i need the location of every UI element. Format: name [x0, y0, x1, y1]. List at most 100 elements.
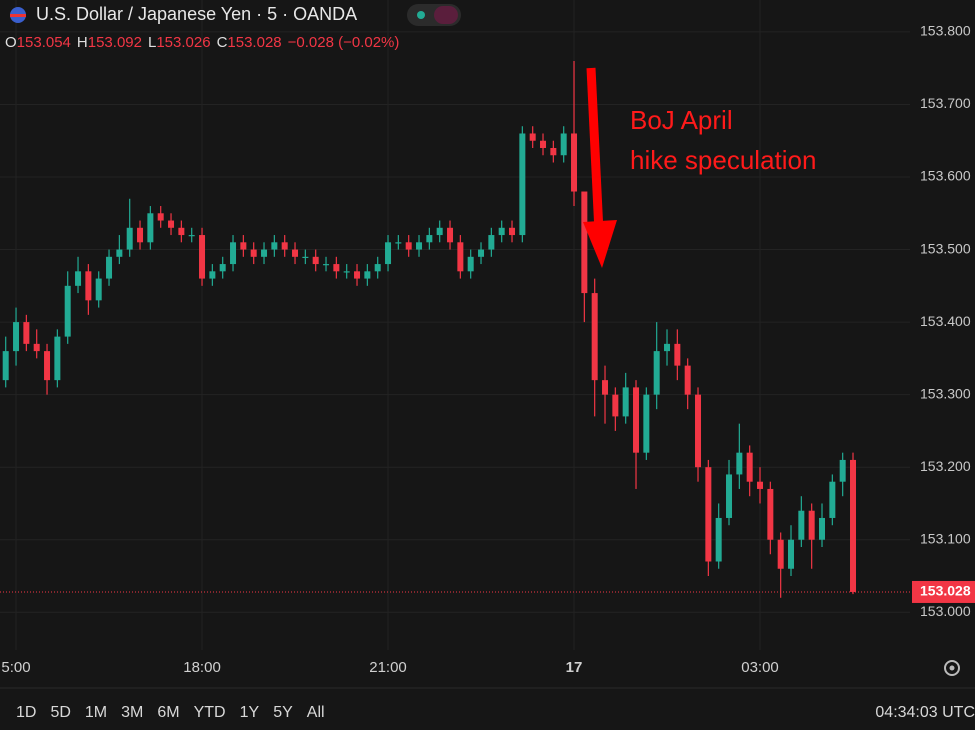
candle-body: [674, 343, 681, 366]
range-button[interactable]: 1D: [16, 704, 36, 721]
candle-body: [819, 517, 826, 540]
candle-body: [602, 380, 609, 395]
candle-body: [467, 256, 474, 272]
candle-body: [178, 227, 185, 236]
y-tick-label: 153.200: [920, 458, 971, 474]
candle-body: [2, 351, 9, 381]
candle-body: [622, 387, 629, 417]
range-button[interactable]: YTD: [194, 704, 226, 721]
x-tick-label: 5:00: [1, 659, 30, 676]
candle-body: [488, 235, 495, 250]
candle-body: [354, 271, 361, 279]
candle-body: [44, 351, 51, 381]
candle-body: [95, 278, 102, 301]
range-button[interactable]: 1M: [85, 704, 107, 721]
candle-body: [478, 249, 485, 257]
candle-body: [643, 394, 650, 453]
candle-body: [116, 249, 123, 257]
last-price-label: 153.028: [920, 583, 971, 599]
y-tick-label: 153.500: [920, 240, 971, 256]
range-button[interactable]: 1Y: [240, 704, 260, 721]
candle-body: [715, 517, 722, 562]
candle-body: [209, 271, 216, 279]
ohlc-value: 153.026: [156, 34, 210, 51]
status-icon: [434, 6, 458, 24]
candle-body: [695, 394, 702, 468]
candle-body: [436, 227, 443, 236]
candle-body: [85, 271, 92, 301]
candle-body: [33, 343, 40, 352]
annotation: BoJ April: [630, 105, 733, 135]
annotation: hike speculation: [630, 145, 816, 175]
candle-body: [54, 336, 61, 381]
candle-body: [271, 242, 278, 250]
ohlc-label: H: [77, 34, 88, 51]
candle-body: [343, 271, 350, 273]
candle-body: [219, 264, 226, 272]
candle-body: [581, 191, 588, 294]
candle-body: [168, 220, 175, 228]
candle-body: [808, 510, 815, 540]
candle-body: [250, 249, 257, 257]
candle-body: [106, 256, 113, 279]
ohlc-legend: O 153.054 H 153.092 L 153.026 C 153.028 −0.028 (…: [5, 34, 399, 51]
candle-body: [323, 264, 330, 266]
candle-body: [447, 227, 454, 243]
candle-body: [653, 351, 660, 395]
candle-body: [457, 242, 464, 272]
candle-body: [75, 271, 82, 286]
settings-icon-center: [949, 665, 955, 671]
ohlc-change: −0.028 (−0.02%): [288, 34, 400, 51]
candle-body: [736, 452, 743, 475]
candle-body: [684, 365, 691, 395]
candle-body: [137, 227, 144, 243]
candle-body: [591, 293, 598, 381]
range-button[interactable]: 6M: [157, 704, 179, 721]
candle-body: [240, 242, 247, 250]
annotation-arrowhead: [583, 220, 617, 268]
candle-body: [312, 256, 319, 265]
candle-body: [302, 256, 309, 259]
candle-body: [850, 459, 857, 592]
candle-body: [292, 249, 299, 257]
x-tick-label: 18:00: [183, 659, 221, 676]
candle-body: [829, 481, 836, 518]
x-tick-label: 03:00: [741, 659, 779, 676]
candle-body: [498, 227, 505, 236]
settings-icon[interactable]: [944, 660, 960, 676]
candle-body: [519, 133, 526, 236]
candle-body: [261, 249, 268, 257]
candle-body: [509, 227, 516, 236]
last-price-badge: [912, 580, 975, 603]
annotation-arrow: [586, 67, 604, 233]
candle-body: [230, 242, 237, 265]
range-button[interactable]: 5Y: [273, 704, 293, 721]
candle-body: [395, 242, 402, 244]
candle-body: [746, 452, 753, 482]
symbol-flag-stripe: [10, 14, 26, 17]
y-tick-label: 153.400: [920, 313, 971, 329]
range-button[interactable]: 3M: [121, 704, 143, 721]
range-button[interactable]: 5D: [50, 704, 70, 721]
ohlc-value: 153.028: [227, 34, 281, 51]
candle-body: [147, 213, 154, 243]
x-tick-label: 21:00: [369, 659, 407, 676]
candle-body: [405, 242, 412, 250]
candle-body: [550, 147, 557, 156]
candle-body: [767, 488, 774, 540]
candle-body: [364, 271, 371, 279]
ohlc-label: L: [148, 34, 156, 51]
x-tick-label: 17: [566, 659, 583, 676]
candle-body: [126, 227, 133, 250]
y-tick-label: 153.800: [920, 23, 971, 39]
candle-body: [416, 242, 423, 250]
candle-body: [64, 285, 71, 337]
candle-body: [385, 242, 392, 265]
candle-body: [777, 539, 784, 569]
candle-body: [798, 510, 805, 540]
ohlc-label: O: [5, 34, 17, 51]
range-button[interactable]: All: [307, 704, 325, 721]
candle-body: [633, 387, 640, 453]
